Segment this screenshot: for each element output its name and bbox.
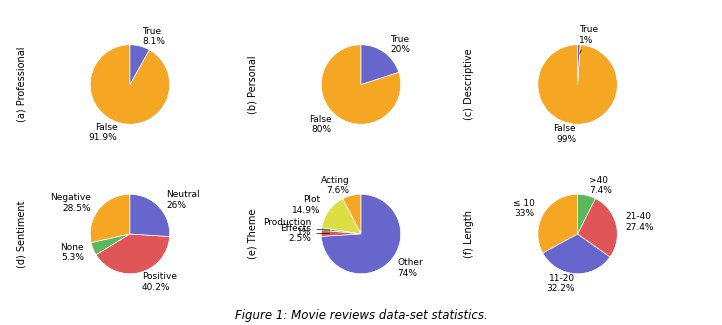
Wedge shape	[130, 194, 170, 237]
Wedge shape	[538, 45, 617, 124]
Text: Positive
40.2%: Positive 40.2%	[142, 272, 177, 292]
Wedge shape	[130, 45, 149, 84]
Text: (a) Professional: (a) Professional	[17, 47, 27, 122]
Text: True
8.1%: True 8.1%	[142, 27, 165, 46]
Text: Acting
7.6%: Acting 7.6%	[321, 176, 349, 195]
Text: >40
7.4%: >40 7.4%	[589, 176, 612, 195]
Text: Plot
14.9%: Plot 14.9%	[292, 195, 321, 214]
Text: Effects
2.5%: Effects 2.5%	[280, 224, 330, 243]
Text: (c) Descriptive: (c) Descriptive	[464, 49, 474, 120]
Text: False
91.9%: False 91.9%	[89, 123, 118, 142]
Wedge shape	[578, 199, 617, 257]
Text: 21-40
27.4%: 21-40 27.4%	[626, 212, 654, 232]
Wedge shape	[90, 45, 170, 124]
Text: True
1%: True 1%	[579, 25, 599, 53]
Wedge shape	[543, 234, 610, 274]
Wedge shape	[322, 199, 361, 234]
Wedge shape	[96, 234, 170, 274]
Text: 11-20
32.2%: 11-20 32.2%	[547, 274, 575, 293]
Text: Negative
28.5%: Negative 28.5%	[51, 193, 91, 213]
Wedge shape	[578, 45, 580, 84]
Wedge shape	[343, 194, 361, 234]
Text: None
5.3%: None 5.3%	[61, 243, 84, 262]
Text: Production
1%: Production 1%	[264, 218, 330, 238]
Wedge shape	[91, 234, 130, 255]
Text: (e) Theme: (e) Theme	[248, 209, 258, 259]
Text: (f) Length: (f) Length	[464, 210, 474, 258]
Text: Neutral
26%: Neutral 26%	[166, 190, 200, 210]
Wedge shape	[361, 45, 399, 84]
Text: (b) Personal: (b) Personal	[248, 55, 258, 114]
Wedge shape	[321, 45, 401, 124]
Text: Figure 1: Movie reviews data-set statistics.: Figure 1: Movie reviews data-set statist…	[235, 309, 487, 322]
Text: ≤ 10
33%: ≤ 10 33%	[513, 199, 535, 218]
Text: False
99%: False 99%	[554, 124, 576, 144]
Text: Other
74%: Other 74%	[397, 258, 423, 278]
Text: (d) Sentiment: (d) Sentiment	[17, 200, 27, 268]
Wedge shape	[578, 194, 596, 234]
Text: True
20%: True 20%	[390, 35, 410, 54]
Text: False
80%: False 80%	[309, 115, 332, 134]
Wedge shape	[321, 194, 401, 274]
Wedge shape	[321, 230, 361, 237]
Wedge shape	[538, 194, 578, 253]
Wedge shape	[90, 194, 130, 243]
Wedge shape	[321, 228, 361, 234]
